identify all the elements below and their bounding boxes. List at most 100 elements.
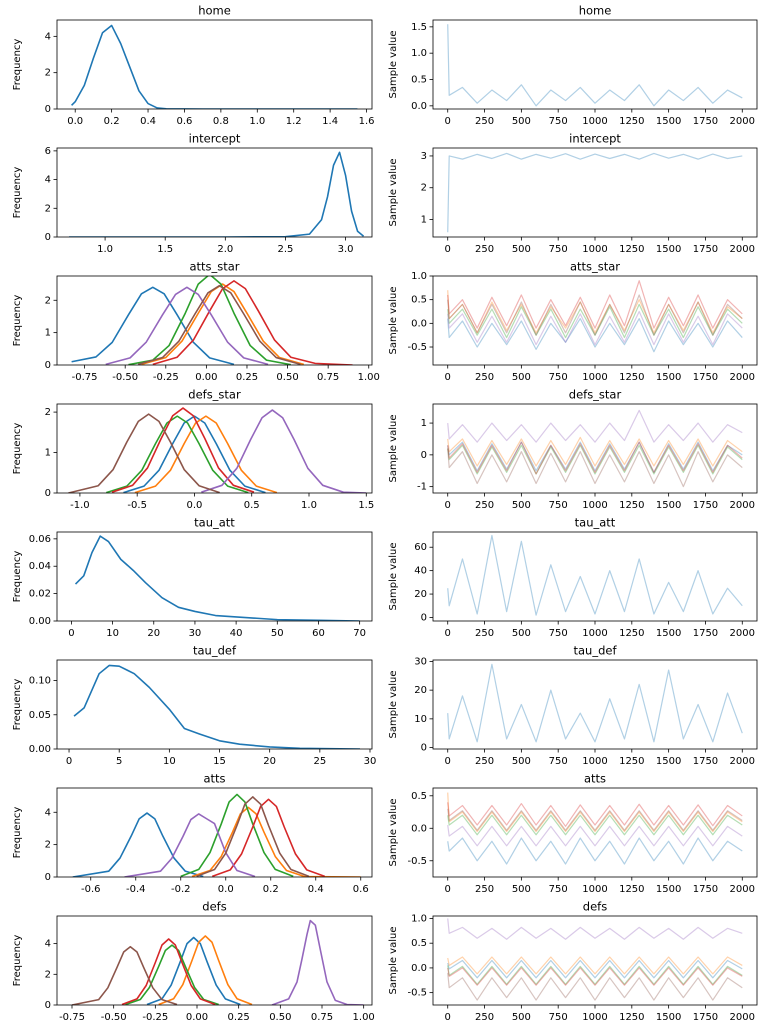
- x-tick-label: 50: [271, 628, 284, 639]
- y-tick-label: 30: [414, 656, 427, 667]
- y-tick-label: 0: [421, 612, 427, 623]
- subplot: defs Frequency 0 2 4 -0.75 -0.50 -0.25 0.00 0.25 0…: [12, 900, 375, 1024]
- x-tick-label: 1750: [693, 116, 718, 127]
- x-tick-label: 1.6: [359, 116, 375, 127]
- series-line: [447, 959, 743, 979]
- x-tick-label: 1000: [582, 756, 607, 767]
- x-tick-label: 2000: [730, 628, 755, 639]
- series-line: [447, 444, 743, 475]
- y-tick-label: 0.0: [411, 823, 427, 834]
- y-tick-label: 2: [45, 407, 51, 418]
- y-tick-label: 0.00: [29, 744, 51, 755]
- y-tick-label: 4: [45, 807, 51, 818]
- x-tick-label: 1500: [656, 1012, 681, 1023]
- y-tick-label: 4: [45, 31, 51, 42]
- series-line: [71, 286, 235, 365]
- series-line: [123, 415, 266, 493]
- series-line: [158, 935, 253, 1005]
- x-tick-label: 0: [66, 756, 72, 767]
- series-line: [447, 448, 743, 488]
- x-tick-label: 25: [313, 756, 326, 767]
- y-axis-label: Sample value: [388, 543, 399, 611]
- y-tick-label: 0.10: [29, 676, 51, 687]
- axes-frame: [56, 915, 373, 1006]
- x-tick-label: 0: [445, 244, 451, 255]
- y-tick-label: 3: [421, 151, 427, 162]
- y-tick-label: 0.06: [29, 534, 51, 545]
- x-tick-label: 1750: [693, 244, 718, 255]
- series-line: [447, 294, 743, 336]
- axes-frame: [432, 275, 758, 366]
- y-tick-label: 2: [45, 295, 51, 306]
- x-tick-label: 0.6: [177, 116, 193, 127]
- y-tick-label: 6: [45, 146, 51, 157]
- x-tick-label: 0.25: [236, 372, 258, 383]
- series-line: [191, 806, 361, 877]
- series-line: [447, 24, 743, 107]
- x-tick-label: 500: [512, 244, 531, 255]
- x-tick-label: 0: [68, 628, 74, 639]
- x-tick-label: 0.00: [186, 1012, 208, 1023]
- x-tick-label: 1250: [619, 628, 644, 639]
- series-line: [447, 967, 743, 986]
- x-tick-label: 5: [116, 756, 122, 767]
- series-line: [447, 792, 743, 833]
- series-line: [447, 409, 743, 443]
- subplot: intercept Sample value 1 2 3 0 250 500 750 1000 12…: [388, 132, 758, 255]
- x-tick-label: 2000: [730, 500, 755, 511]
- x-tick-label: 1250: [619, 116, 644, 127]
- y-tick-label: 0: [45, 360, 51, 371]
- subplot: atts_star Sample value -0.5 0.0 0.5 1.0 0 250 50…: [388, 260, 758, 383]
- series-line: [134, 415, 278, 493]
- subplot-title: defs: [583, 900, 607, 914]
- subplot-title: intercept: [569, 132, 621, 146]
- x-tick-label: 1.5: [157, 244, 173, 255]
- y-tick-label: 2: [45, 969, 51, 980]
- subplot: tau_def Sample value 0 10 20 30 0 250 500 750 1000…: [388, 644, 758, 767]
- x-tick-label: 750: [549, 372, 568, 383]
- subplot-title: home: [198, 4, 231, 18]
- x-tick-label: 500: [512, 884, 531, 895]
- x-tick-label: 1500: [656, 756, 681, 767]
- y-tick-label: 0: [45, 232, 51, 243]
- subplot: atts Sample value -0.5 0.0 0.5 0 250 500 750 1000…: [388, 772, 758, 895]
- x-tick-label: 1.4: [322, 116, 338, 127]
- x-tick-label: 250: [475, 372, 494, 383]
- x-tick-label: 10: [163, 756, 176, 767]
- series-line: [141, 283, 305, 365]
- y-tick-label: 2: [421, 183, 427, 194]
- x-tick-label: 2000: [730, 1012, 755, 1023]
- x-tick-label: 0: [445, 500, 451, 511]
- x-tick-label: 70: [353, 628, 366, 639]
- y-tick-label: 1.0: [411, 913, 427, 924]
- y-tick-label: 1: [45, 328, 51, 339]
- series-line: [447, 436, 743, 467]
- x-tick-label: 0.6: [353, 884, 369, 895]
- x-tick-label: 0.4: [140, 116, 156, 127]
- x-tick-label: 1000: [582, 116, 607, 127]
- x-tick-label: -0.4: [126, 884, 146, 895]
- series-line: [124, 813, 256, 877]
- series-line: [211, 798, 326, 877]
- axes-frame: [56, 19, 373, 110]
- axes-frame: [56, 275, 373, 366]
- x-tick-label: 0.50: [269, 1012, 291, 1023]
- x-tick-label: 500: [512, 628, 531, 639]
- subplot-title: defs_star: [569, 388, 622, 402]
- x-tick-label: 250: [475, 756, 494, 767]
- subplot: atts Frequency 0 2 4 -0.6 -0.4 -0.2 0.0 0.2 0.4 0.6: [12, 772, 373, 895]
- series-line: [447, 290, 743, 334]
- subplot-title: intercept: [189, 132, 241, 146]
- y-tick-label: 0: [421, 743, 427, 754]
- x-tick-label: 2000: [730, 244, 755, 255]
- x-tick-label: 1000: [582, 372, 607, 383]
- x-tick-label: 0.50: [276, 372, 298, 383]
- x-tick-label: 1750: [693, 1012, 718, 1023]
- x-tick-label: 750: [549, 756, 568, 767]
- y-tick-label: -0.5: [407, 856, 427, 867]
- series-line: [180, 793, 294, 877]
- subplot-title: atts: [203, 772, 225, 786]
- x-tick-label: 0.0: [67, 116, 83, 127]
- x-tick-label: 1750: [693, 372, 718, 383]
